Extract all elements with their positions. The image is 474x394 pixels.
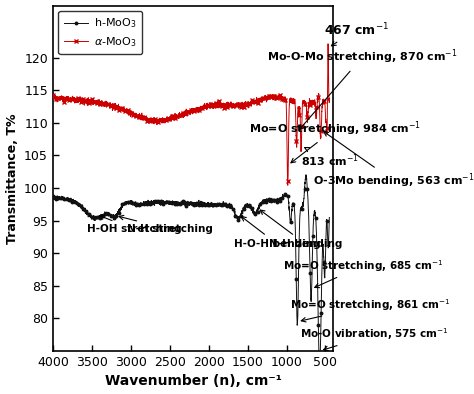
$\alpha$-MoO$_3$ (321, 100, 327, 104)
h-MoO$_3$ (292, 204, 297, 209)
Line: h-MoO$_3$: h-MoO$_3$ (52, 173, 330, 367)
$\alpha$-MoO$_3$ (327, 96, 332, 101)
Text: H-O-H bending: H-O-H bending (234, 217, 320, 249)
Line: $\alpha$-MoO$_3$: $\alpha$-MoO$_3$ (51, 42, 331, 187)
h-MoO$_3$ (303, 173, 309, 177)
h-MoO$_3$ (50, 194, 55, 199)
h-MoO$_3$ (327, 215, 332, 220)
h-MoO$_3$ (168, 199, 173, 204)
Text: Mo-O-Mo stretching, 870 cm$^{-1}$: Mo-O-Mo stretching, 870 cm$^{-1}$ (267, 48, 458, 130)
$\alpha$-MoO$_3$ (82, 99, 87, 104)
$\alpha$-MoO$_3$ (325, 41, 331, 46)
Text: Mo=O stretching, 861 cm$^{-1}$: Mo=O stretching, 861 cm$^{-1}$ (291, 297, 451, 322)
$\alpha$-MoO$_3$ (292, 100, 297, 105)
$\alpha$-MoO$_3$ (98, 102, 104, 107)
X-axis label: Wavenumber (n), cm⁻¹: Wavenumber (n), cm⁻¹ (105, 374, 282, 388)
$\alpha$-MoO$_3$ (168, 114, 173, 119)
$\alpha$-MoO$_3$ (50, 93, 55, 98)
Legend: h-MoO$_3$, $\alpha$-MoO$_3$: h-MoO$_3$, $\alpha$-MoO$_3$ (58, 11, 142, 54)
Text: H-OH stretching: H-OH stretching (87, 215, 182, 234)
Y-axis label: Transmittance, T%: Transmittance, T% (6, 113, 18, 243)
Text: Mo-O vibration, 575 cm$^{-1}$: Mo-O vibration, 575 cm$^{-1}$ (300, 326, 448, 351)
Text: Mo=O stretching, 685 cm$^{-1}$: Mo=O stretching, 685 cm$^{-1}$ (283, 258, 443, 288)
$\alpha$-MoO$_3$ (285, 183, 291, 188)
Text: 813 cm$^{-1}$: 813 cm$^{-1}$ (301, 147, 359, 169)
h-MoO$_3$ (98, 215, 104, 220)
Text: O-3Mo bending, 563 cm$^{-1}$: O-3Mo bending, 563 cm$^{-1}$ (313, 132, 474, 190)
$\alpha$-MoO$_3$ (156, 119, 162, 124)
Text: Mo=O stretching, 984 cm$^{-1}$: Mo=O stretching, 984 cm$^{-1}$ (249, 119, 421, 163)
h-MoO$_3$ (321, 266, 327, 270)
h-MoO$_3$ (156, 200, 162, 204)
Text: N-H bending: N-H bending (260, 210, 342, 249)
h-MoO$_3$ (82, 209, 87, 214)
h-MoO$_3$ (317, 363, 323, 368)
Text: N-H stretching: N-H stretching (119, 216, 213, 234)
Text: 467 cm$^{-1}$: 467 cm$^{-1}$ (324, 21, 389, 46)
